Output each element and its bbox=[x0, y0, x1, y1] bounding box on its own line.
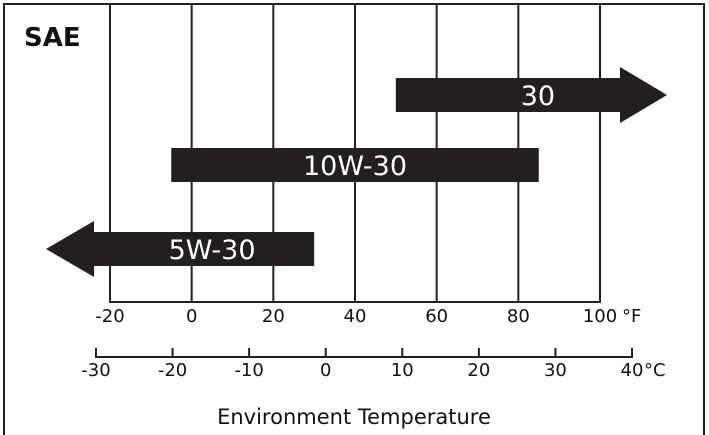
grade-label: 10W-30 bbox=[303, 151, 407, 182]
c-tick-label: 20 bbox=[467, 360, 490, 381]
celsius-axis: -30 -20 -10 0 10 20 30 40 °C bbox=[81, 348, 666, 381]
f-tick-label: 60 bbox=[425, 306, 448, 327]
grade-bar-5w-30 bbox=[46, 221, 315, 277]
c-tick-label: 40 bbox=[621, 360, 644, 381]
chart-title: SAE bbox=[24, 23, 81, 53]
c-tick-label: 10 bbox=[391, 360, 414, 381]
c-tick-label: -20 bbox=[158, 360, 187, 381]
f-tick-label: 20 bbox=[262, 306, 285, 327]
grade-bars: 30 10W-30 5W-30 bbox=[46, 67, 667, 277]
c-tick-label: -10 bbox=[234, 360, 263, 381]
f-tick-label: -20 bbox=[95, 306, 124, 327]
grade-label: 5W-30 bbox=[169, 235, 256, 266]
f-tick-label: 80 bbox=[507, 306, 530, 327]
x-axis-label: Environment Temperature bbox=[217, 405, 491, 429]
grade-bar-30 bbox=[395, 67, 667, 123]
c-unit-label: °C bbox=[644, 360, 666, 381]
c-tick-label: 0 bbox=[320, 360, 331, 381]
c-tick-label: -30 bbox=[81, 360, 110, 381]
fahrenheit-axis: -20 0 20 40 60 80 100 °F bbox=[95, 306, 641, 327]
f-tick-label: 100 bbox=[583, 306, 617, 327]
c-tick-label: 30 bbox=[544, 360, 567, 381]
f-tick-label: 0 bbox=[186, 306, 197, 327]
f-tick-label: 40 bbox=[344, 306, 367, 327]
grade-bar-10w-30 bbox=[171, 148, 539, 182]
f-unit-label: °F bbox=[622, 306, 641, 327]
grade-label: 30 bbox=[521, 81, 555, 112]
